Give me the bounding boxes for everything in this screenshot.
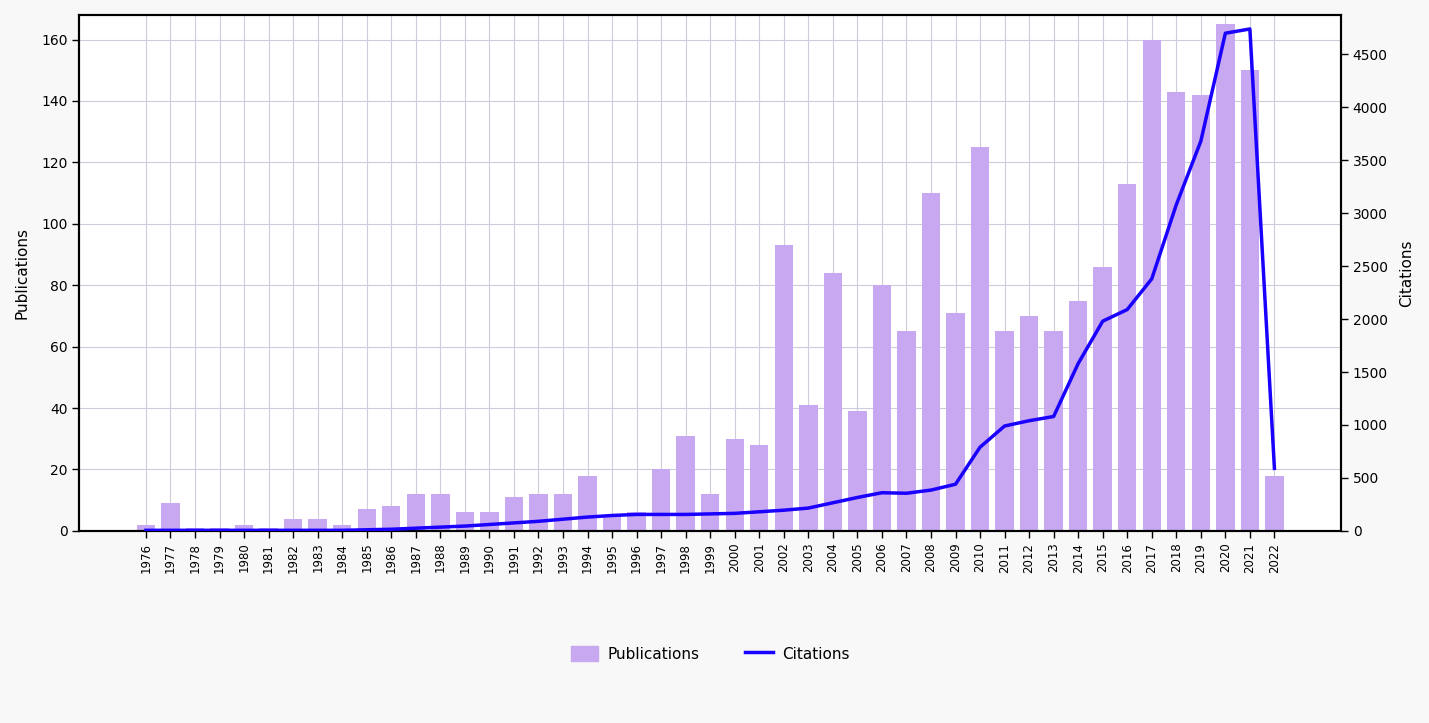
Citations bbox=[1020, 416, 1037, 425]
Citations bbox=[161, 526, 179, 534]
Citations bbox=[702, 510, 719, 518]
Citations bbox=[677, 510, 694, 519]
Y-axis label: Publications: Publications bbox=[14, 227, 30, 319]
Citations bbox=[627, 510, 644, 519]
Citations bbox=[211, 526, 229, 534]
Citations bbox=[996, 422, 1013, 430]
Citations bbox=[456, 522, 473, 531]
Citations bbox=[137, 526, 154, 534]
Bar bbox=[357, 509, 376, 531]
Citations bbox=[1069, 359, 1086, 368]
Citations bbox=[800, 504, 817, 513]
Bar bbox=[603, 515, 622, 531]
Bar bbox=[234, 525, 253, 531]
Bar bbox=[1143, 40, 1160, 531]
Bar bbox=[1020, 316, 1039, 531]
Citations bbox=[1119, 305, 1136, 314]
Bar bbox=[1117, 184, 1136, 531]
Bar bbox=[873, 285, 892, 531]
Y-axis label: Citations: Citations bbox=[1399, 239, 1415, 307]
Citations bbox=[603, 511, 620, 520]
Citations bbox=[1095, 317, 1112, 325]
Citations bbox=[1167, 200, 1185, 209]
Citations bbox=[726, 509, 743, 518]
Bar bbox=[702, 494, 719, 531]
Citations bbox=[775, 506, 792, 515]
Bar bbox=[1192, 95, 1210, 531]
Bar bbox=[823, 273, 842, 531]
Bar bbox=[676, 436, 694, 531]
Bar bbox=[1093, 267, 1112, 531]
Bar bbox=[750, 445, 769, 531]
Bar bbox=[161, 503, 180, 531]
Bar bbox=[1240, 70, 1259, 531]
Bar bbox=[260, 528, 277, 531]
Citations bbox=[236, 526, 253, 534]
Citations bbox=[825, 498, 842, 507]
Bar bbox=[726, 439, 745, 531]
Bar bbox=[970, 147, 989, 531]
Bar bbox=[504, 497, 523, 531]
Citations bbox=[554, 515, 572, 523]
Bar bbox=[529, 494, 547, 531]
Bar bbox=[849, 411, 866, 531]
Bar bbox=[407, 494, 424, 531]
Bar bbox=[1167, 92, 1186, 531]
Citations bbox=[653, 510, 670, 519]
Citations bbox=[897, 489, 915, 497]
Citations bbox=[284, 526, 302, 534]
Citations bbox=[947, 480, 965, 489]
Citations bbox=[972, 443, 989, 452]
Bar bbox=[775, 245, 793, 531]
Bar bbox=[799, 405, 817, 531]
Citations bbox=[480, 520, 497, 529]
Bar bbox=[210, 528, 229, 531]
Line: Citations: Citations bbox=[146, 29, 1275, 530]
Bar bbox=[579, 476, 597, 531]
Citations bbox=[1192, 137, 1209, 145]
Bar bbox=[1216, 24, 1235, 531]
Bar bbox=[897, 331, 916, 531]
Citations bbox=[309, 526, 326, 534]
Citations bbox=[750, 508, 767, 516]
Bar bbox=[1069, 301, 1087, 531]
Citations bbox=[849, 493, 866, 502]
Citations bbox=[359, 526, 376, 534]
Citations bbox=[873, 488, 890, 497]
Bar bbox=[946, 313, 965, 531]
Bar bbox=[309, 518, 327, 531]
Citations bbox=[922, 486, 939, 495]
Citations bbox=[186, 526, 203, 534]
Citations bbox=[383, 525, 400, 534]
Bar bbox=[186, 528, 204, 531]
Bar bbox=[333, 525, 352, 531]
Bar bbox=[922, 193, 940, 531]
Citations bbox=[432, 523, 449, 531]
Citations bbox=[530, 517, 547, 526]
Bar bbox=[1265, 476, 1283, 531]
Bar bbox=[996, 331, 1013, 531]
Citations bbox=[260, 526, 277, 534]
Legend: Publications, Citations: Publications, Citations bbox=[564, 639, 856, 667]
Bar bbox=[480, 513, 499, 531]
Bar bbox=[554, 494, 572, 531]
Citations bbox=[407, 524, 424, 533]
Citations bbox=[1216, 29, 1233, 38]
Citations bbox=[1266, 464, 1283, 473]
Bar bbox=[1045, 331, 1063, 531]
Citations bbox=[506, 518, 523, 527]
Citations bbox=[1045, 412, 1062, 421]
Bar bbox=[456, 513, 474, 531]
Bar bbox=[382, 506, 400, 531]
Citations bbox=[1143, 275, 1160, 283]
Bar bbox=[627, 513, 646, 531]
Bar bbox=[432, 494, 450, 531]
Citations bbox=[1242, 25, 1259, 33]
Citations bbox=[333, 526, 350, 534]
Bar bbox=[652, 469, 670, 531]
Bar bbox=[137, 525, 156, 531]
Citations bbox=[579, 513, 596, 521]
Bar bbox=[284, 518, 303, 531]
